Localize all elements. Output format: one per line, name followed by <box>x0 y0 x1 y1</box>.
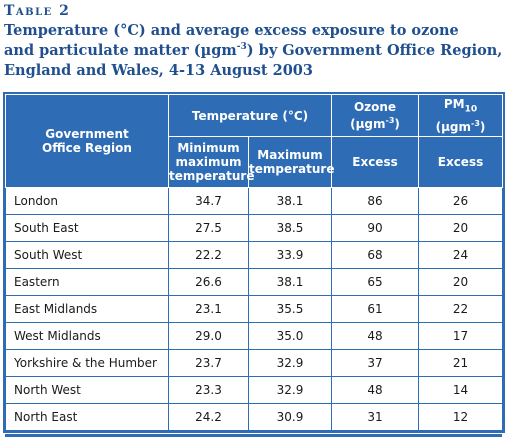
cell-region: North East <box>5 403 169 431</box>
cell-max-temp: 32.9 <box>248 349 332 377</box>
cell-max-temp: 38.1 <box>248 187 332 215</box>
cell-ozone-excess: 68 <box>331 241 419 269</box>
table-label: Table 2 <box>4 3 71 19</box>
header-ozone-unit-post: ) <box>394 117 400 131</box>
cell-ozone-excess: 61 <box>331 295 419 323</box>
title-line-2-sup: -3 <box>236 42 247 53</box>
header-min-max-temp-line-1: Minimum <box>177 141 240 155</box>
cell-ozone-excess: 65 <box>331 268 419 296</box>
table-row: Eastern 26.6 38.1 65 20 <box>5 268 503 296</box>
cell-pm10-excess: 22 <box>418 295 503 323</box>
cell-region: South West <box>5 241 169 269</box>
header-pm10-unit: (µgm-3) <box>419 117 502 134</box>
cell-region: Yorkshire & the Humber <box>5 349 169 377</box>
table-row: London 34.7 38.1 86 26 <box>5 187 503 215</box>
cell-min-max-temp: 27.5 <box>168 214 249 242</box>
header-pm10-unit-post: ) <box>479 119 486 134</box>
cell-min-max-temp: 23.3 <box>168 376 249 404</box>
cell-max-temp: 35.0 <box>248 322 332 350</box>
cell-region: South East <box>5 214 169 242</box>
cell-pm10-excess: 26 <box>418 187 503 215</box>
header-pm10-unit-pre: (µgm <box>435 119 472 134</box>
header-max-temp: Maximum temperature <box>248 136 335 188</box>
cell-pm10-excess: 21 <box>418 349 503 377</box>
header-min-max-temp-line-3: temperature <box>169 169 255 183</box>
title-line-2-pre: and particulate matter (µgm <box>4 42 237 59</box>
data-table: Government Office Region Temperature (°C… <box>3 92 505 433</box>
title-line-1: Temperature (°C) and average excess expo… <box>4 22 459 39</box>
header-region-line-2: Office Region <box>42 141 132 155</box>
cell-ozone-excess: 48 <box>331 376 419 404</box>
cell-min-max-temp: 26.6 <box>168 268 249 296</box>
cell-region: East Midlands <box>5 295 169 323</box>
cell-region: Eastern <box>5 268 169 296</box>
cell-pm10-excess: 20 <box>418 268 503 296</box>
cell-max-temp: 38.5 <box>248 214 332 242</box>
table-caption: Table 2 Temperature (°C) and average exc… <box>4 2 504 81</box>
header-pm10: PM10 (µgm-3) <box>418 94 503 137</box>
table-row: South East 27.5 38.5 90 20 <box>5 214 503 242</box>
cell-pm10-excess: 14 <box>418 376 503 404</box>
cell-max-temp: 30.9 <box>248 403 332 431</box>
cell-min-max-temp: 22.2 <box>168 241 249 269</box>
table-row: Yorkshire & the Humber 23.7 32.9 37 21 <box>5 349 503 377</box>
header-ozone-unit-sup: -3 <box>385 116 395 125</box>
cell-ozone-excess: 31 <box>331 403 419 431</box>
header-region: Government Office Region <box>5 94 169 188</box>
cell-max-temp: 32.9 <box>248 376 332 404</box>
cell-min-max-temp: 24.2 <box>168 403 249 431</box>
cell-max-temp: 35.5 <box>248 295 332 323</box>
header-ozone-unit: (µgm-3) <box>332 114 418 131</box>
title-line-2: and particulate matter (µgm-3) by Govern… <box>4 41 504 61</box>
table-title: Temperature (°C) and average excess expo… <box>4 21 504 81</box>
header-region-line-1: Government <box>45 127 129 141</box>
header-ozone-label: Ozone <box>353 100 397 114</box>
header-min-max-temp: Minimum maximum temperature <box>168 136 255 188</box>
cell-pm10-excess: 24 <box>418 241 503 269</box>
header-ozone-unit-pre: (µgm <box>350 117 386 131</box>
table-body: London 34.7 38.1 86 26 South East 27.5 3… <box>5 187 503 431</box>
table-row: West Midlands 29.0 35.0 48 17 <box>5 322 503 350</box>
cell-region: West Midlands <box>5 322 169 350</box>
table-row: South West 22.2 33.9 68 24 <box>5 241 503 269</box>
cell-ozone-excess: 48 <box>331 322 419 350</box>
cell-min-max-temp: 23.1 <box>168 295 249 323</box>
table-row: North East 24.2 30.9 31 12 <box>5 403 503 431</box>
cell-max-temp: 38.1 <box>248 268 332 296</box>
header-temperature-group: Temperature (°C) <box>168 94 332 137</box>
title-line-3: England and Wales, 4-13 August 2003 <box>4 62 313 79</box>
cell-region: North West <box>5 376 169 404</box>
header-pm10-unit-sup: -3 <box>471 118 480 128</box>
bottom-rule <box>5 434 502 437</box>
cell-pm10-excess: 12 <box>418 403 503 431</box>
cell-pm10-excess: 20 <box>418 214 503 242</box>
cell-ozone-excess: 37 <box>331 349 419 377</box>
cell-min-max-temp: 34.7 <box>168 187 249 215</box>
header-ozone-excess: Excess <box>331 136 419 188</box>
title-line-2-post: ) by Government Office Region, <box>246 42 503 59</box>
cell-region: London <box>5 187 169 215</box>
header-max-temp-line-1: Maximum <box>257 148 323 162</box>
cell-min-max-temp: 23.7 <box>168 349 249 377</box>
cell-ozone-excess: 90 <box>331 214 419 242</box>
table-row: North West 23.3 32.9 48 14 <box>5 376 503 404</box>
table-header: Government Office Region Temperature (°C… <box>5 94 503 188</box>
header-pm10-sub: 10 <box>464 104 478 115</box>
cell-pm10-excess: 17 <box>418 322 503 350</box>
header-min-max-temp-line-2: maximum <box>175 155 242 169</box>
header-pm10-pre: PM <box>443 97 465 112</box>
cell-max-temp: 33.9 <box>248 241 332 269</box>
cell-min-max-temp: 29.0 <box>168 322 249 350</box>
header-pm10-label: PM10 <box>419 97 502 116</box>
header-pm10-excess: Excess <box>418 136 503 188</box>
header-max-temp-line-2: temperature <box>249 162 335 176</box>
cell-ozone-excess: 86 <box>331 187 419 215</box>
table-row: East Midlands 23.1 35.5 61 22 <box>5 295 503 323</box>
header-ozone: Ozone (µgm-3) <box>331 94 419 137</box>
